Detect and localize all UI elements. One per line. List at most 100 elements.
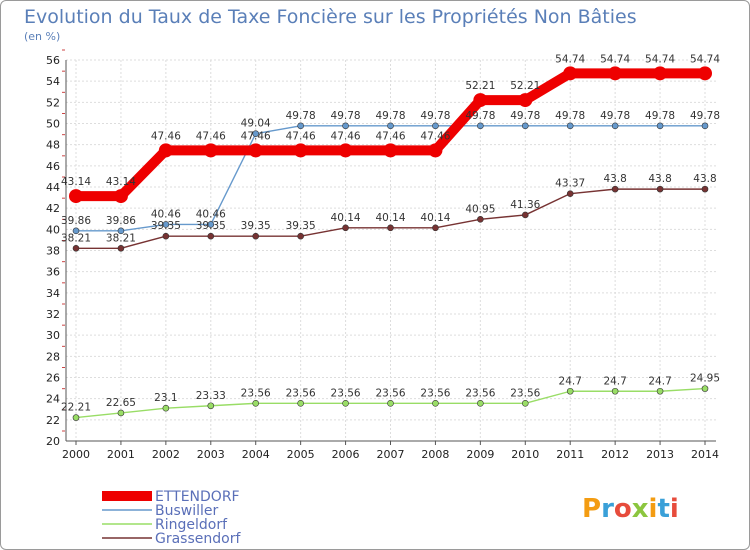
data-point: [338, 143, 353, 158]
legend-label-ringeldorf: Ringeldorf: [155, 517, 228, 533]
data-point: [477, 122, 484, 130]
y-tick-label: 54: [46, 75, 60, 88]
data-label: 23.56: [375, 387, 405, 399]
data-point: [72, 244, 80, 252]
data-point: [203, 143, 218, 158]
y-tick-label: 50: [46, 118, 60, 131]
data-label: 43.8: [603, 173, 626, 185]
data-point: [72, 227, 80, 235]
data-point: [611, 122, 619, 130]
data-label: 38.21: [61, 232, 91, 244]
data-label: 43.14: [61, 176, 91, 188]
data-label: 23.33: [196, 390, 226, 402]
legend-label-buswiller: Buswiller: [155, 503, 219, 519]
data-point: [563, 66, 578, 81]
y-tick-label: 48: [46, 139, 60, 152]
y-tick-label: 40: [46, 223, 60, 236]
data-point: [701, 385, 709, 392]
data-label: 49.04: [241, 118, 271, 130]
chart-title: Evolution du Taux de Taxe Foncière sur l…: [24, 6, 637, 28]
data-point: [113, 189, 128, 204]
x-tick-label: 2014: [691, 448, 719, 461]
x-tick-label: 2009: [466, 448, 494, 461]
data-label: 39.86: [61, 215, 91, 227]
x-tick-label: 2011: [556, 448, 584, 461]
data-label: 22.65: [106, 397, 136, 409]
y-tick-label: 32: [46, 308, 60, 321]
data-point: [608, 66, 623, 81]
data-label: 40.46: [151, 208, 181, 220]
data-point: [297, 232, 304, 240]
data-label: 49.78: [690, 110, 720, 122]
y-tick-label: 26: [46, 372, 60, 385]
data-point: [72, 414, 80, 421]
y-tick-label: 44: [46, 181, 60, 194]
x-tick-label: 2010: [511, 448, 539, 461]
y-tick-label: 34: [46, 287, 60, 300]
data-label: 54.74: [555, 53, 585, 65]
x-tick-label: 2002: [152, 448, 180, 461]
data-point: [342, 122, 349, 130]
x-tick-label: 2005: [287, 448, 315, 461]
data-point: [252, 400, 260, 407]
data-label: 47.46: [375, 130, 405, 142]
data-label: 23.56: [510, 387, 540, 399]
logo-letter: P: [582, 494, 601, 524]
data-point: [252, 232, 260, 240]
x-tick-label: 2013: [646, 448, 674, 461]
x-tick-label: 2012: [601, 448, 629, 461]
data-point: [387, 224, 394, 232]
data-label: 52.21: [510, 80, 540, 92]
x-tick-label: 2004: [242, 448, 270, 461]
x-tick-label: 2003: [197, 448, 225, 461]
data-point: [383, 143, 398, 158]
data-point: [477, 215, 484, 223]
data-label: 40.95: [465, 203, 495, 215]
legend-label-ettendorf: ETTENDORF: [155, 489, 240, 505]
logo-letter: r: [601, 494, 614, 524]
data-point: [653, 66, 668, 81]
y-tick-label: 52: [46, 96, 60, 109]
data-point: [297, 400, 304, 407]
data-point: [158, 143, 173, 158]
data-point: [207, 221, 215, 228]
data-label: 49.78: [510, 110, 540, 122]
data-point: [566, 122, 574, 130]
x-tick-label: 2001: [107, 448, 135, 461]
data-point: [387, 122, 394, 130]
y-tick-label: 30: [46, 329, 60, 342]
data-point: [252, 130, 260, 137]
data-point: [611, 185, 619, 193]
data-label: 39.35: [151, 220, 181, 232]
data-label: 43.37: [555, 178, 585, 190]
data-point: [432, 122, 439, 130]
y-tick-label: 36: [46, 266, 60, 279]
x-tick-label: 2008: [421, 448, 449, 461]
x-tick-label: 2006: [332, 448, 360, 461]
data-point: [428, 143, 443, 158]
data-labels: 43.14 43.14 47.46 47.46 47.46 47.46 47.46 47.46…: [61, 53, 720, 413]
data-point: [473, 93, 488, 108]
data-label: 54.74: [600, 53, 630, 65]
data-point: [518, 93, 533, 108]
axes: [62, 49, 716, 445]
data-point: [521, 122, 529, 130]
data-label: 52.21: [465, 80, 495, 92]
data-label: 24.7: [559, 375, 582, 387]
data-label: 47.46: [196, 130, 226, 142]
data-point: [162, 232, 170, 240]
data-point: [611, 387, 619, 395]
data-label: 49.78: [331, 110, 361, 122]
data-label: 49.78: [420, 110, 450, 122]
unit-label: (en %): [24, 30, 60, 43]
data-point: [432, 224, 439, 232]
proxiti-logo: Proxiti: [582, 494, 679, 524]
data-point: [566, 190, 574, 197]
data-label: 47.46: [286, 130, 316, 142]
data-label: 43.14: [106, 176, 136, 188]
data-label: 23.56: [465, 387, 495, 399]
data-label: 22.21: [61, 402, 91, 414]
data-point: [117, 409, 125, 417]
